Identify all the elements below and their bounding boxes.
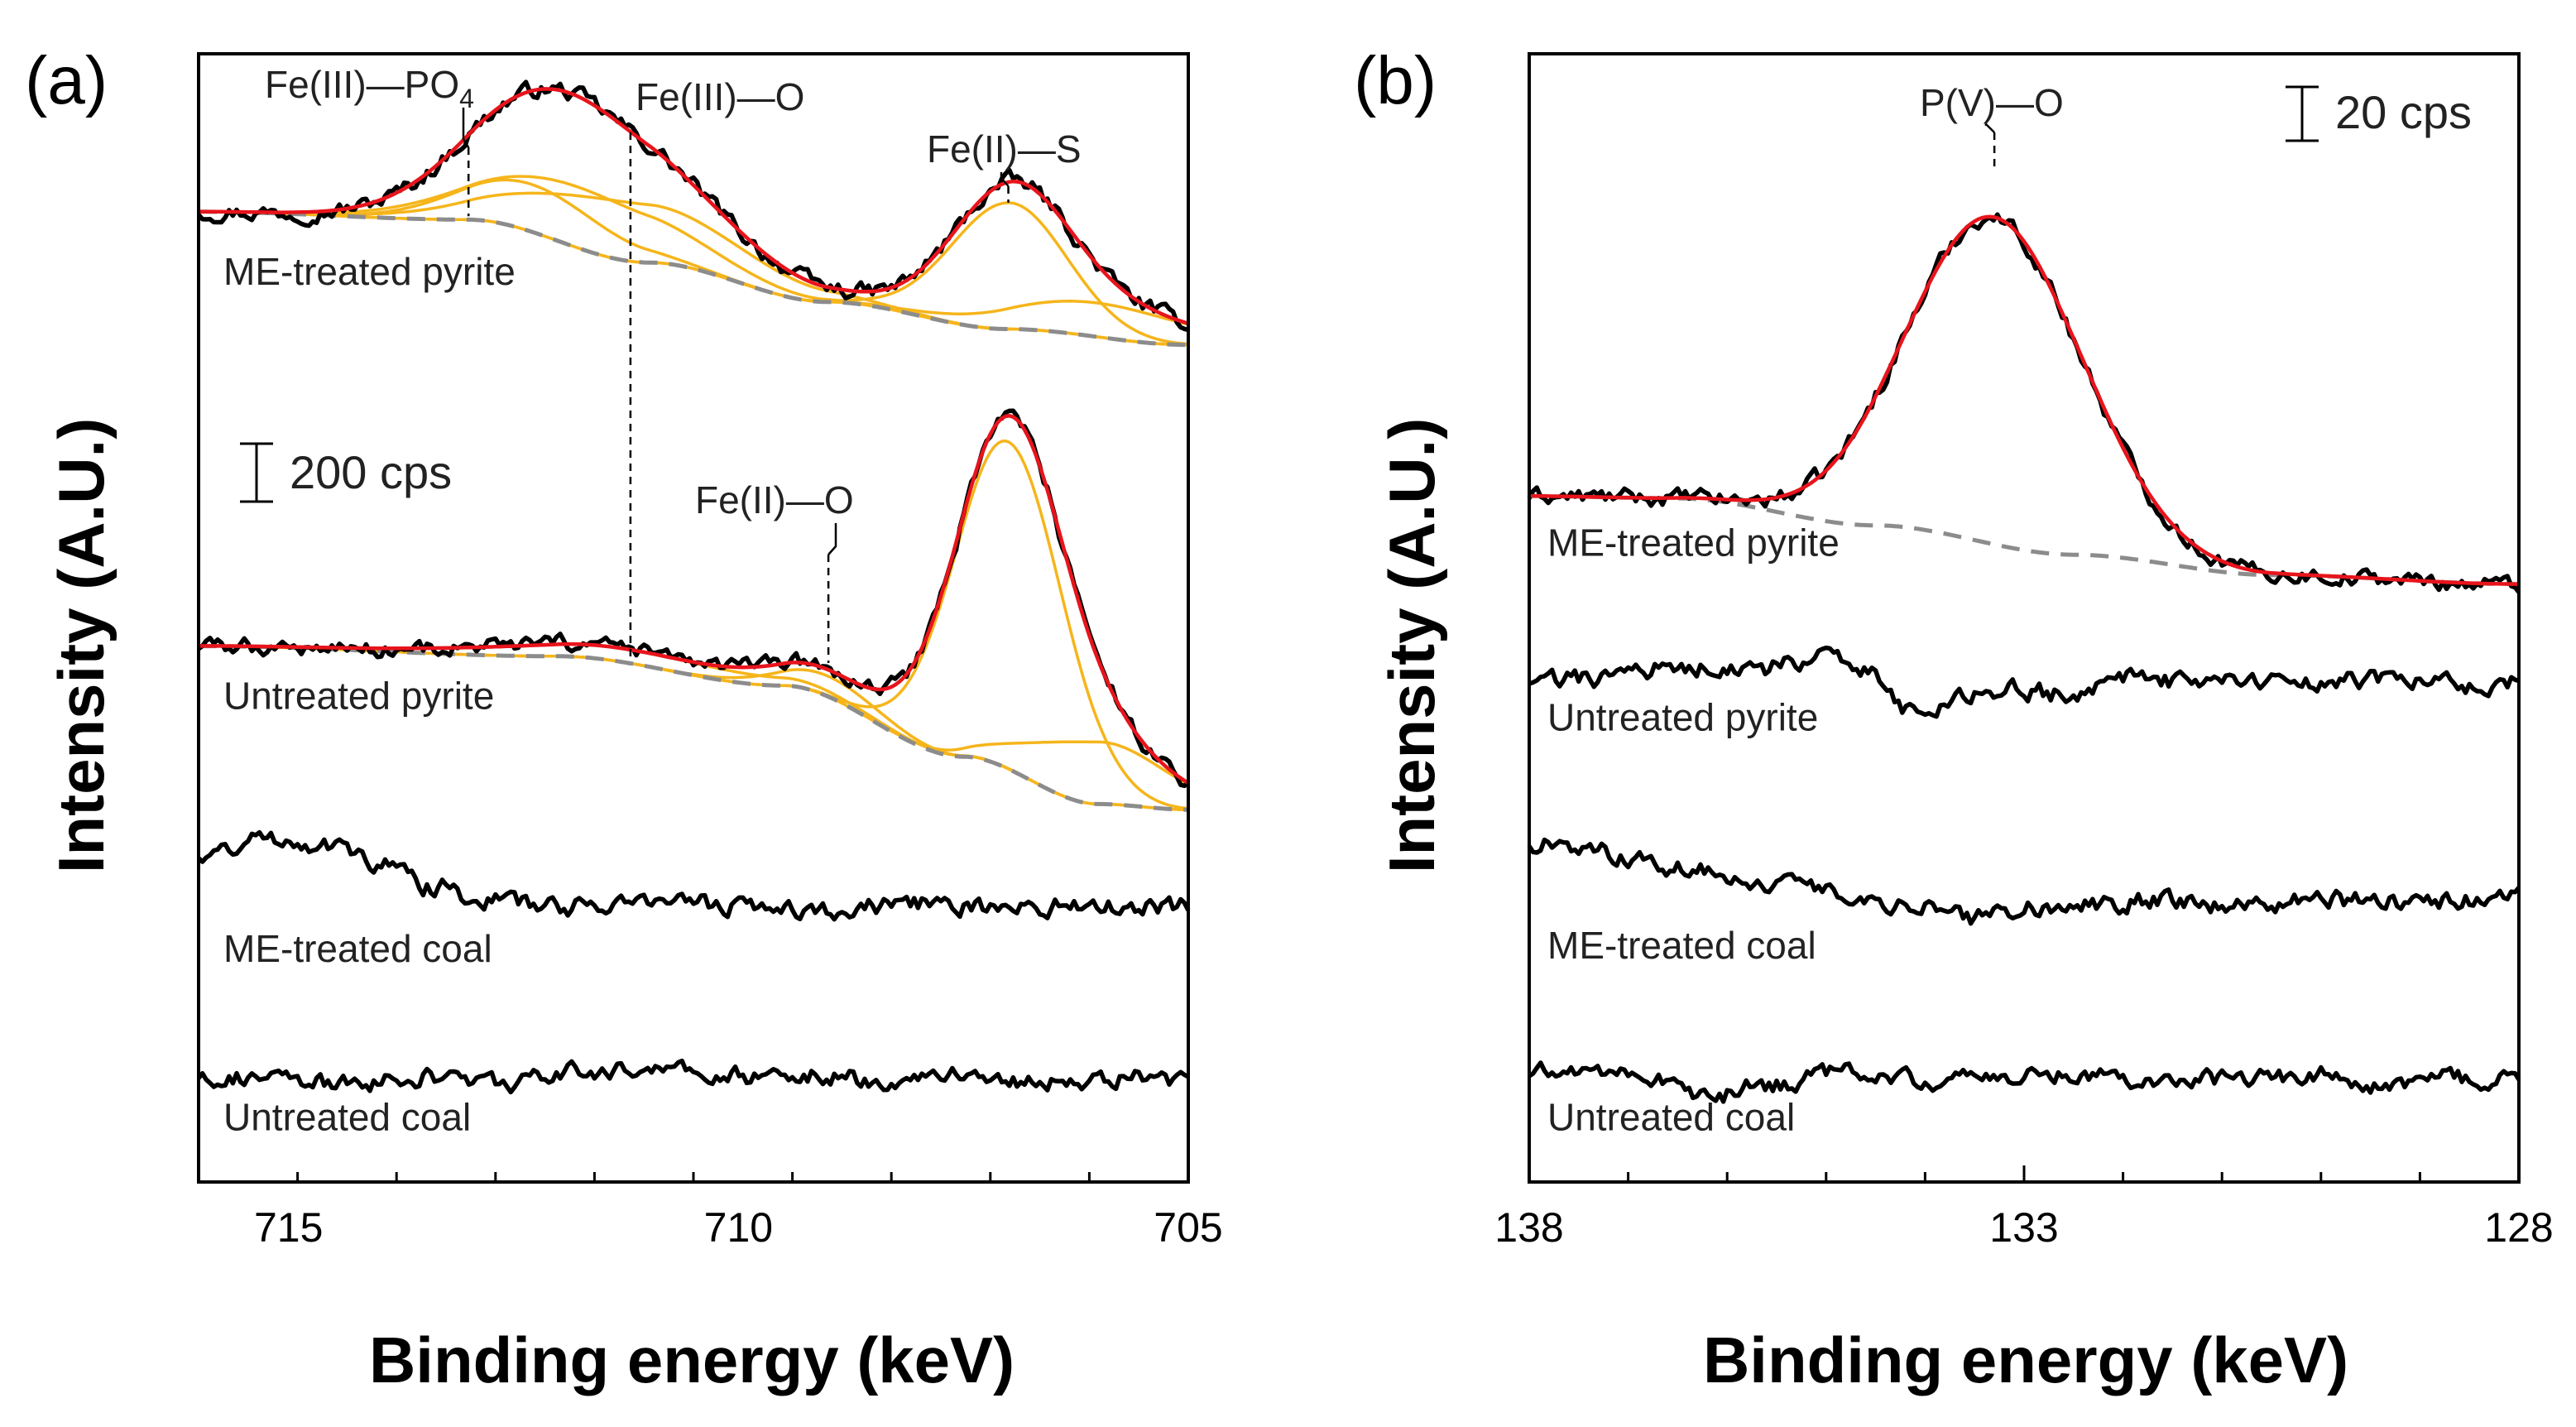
peak-fe-iii-o-a-label: Fe(III)—O xyxy=(636,75,804,118)
me-treated-coal-a-label: ME-treated coal xyxy=(223,927,492,970)
panel-a-plot-area: 715 710 705 ME-treated pyrite Untreated pyri… xyxy=(196,63,1223,1251)
me-treated-coal-b-raw-trace xyxy=(1527,837,2521,926)
panel-b-scale-bar-mark xyxy=(2286,85,2319,142)
peak-fe-ii-o-a-label: Fe(II)—O xyxy=(695,478,854,521)
panel-b-frame xyxy=(1528,52,2521,1184)
me-treated-pyrite-b-label: ME-treated pyrite xyxy=(1547,521,1840,564)
peak-fe-iii-po4-a-leader xyxy=(462,108,470,148)
untreated-coal-b-label: Untreated coal xyxy=(1547,1095,1795,1138)
x-tick-label-138: 138 xyxy=(1494,1204,1563,1251)
untreated-pyrite-b-label: Untreated pyrite xyxy=(1547,696,1818,739)
panel-a-scale-label: 200 cps xyxy=(290,446,452,498)
me-treated-pyrite-a-fit-envelope xyxy=(199,87,1189,325)
untreated-pyrite-a-label: Untreated pyrite xyxy=(223,675,494,718)
me-treated-pyrite-b-raw-trace xyxy=(1527,212,2521,594)
untreated-pyrite-a-background xyxy=(199,644,1188,812)
panel-b-xlabel: Binding energy (keV) xyxy=(1703,1324,2348,1396)
me-treated-coal-a-raw-trace xyxy=(197,829,1191,922)
panel-a-frame xyxy=(197,52,1190,1184)
x-tick-label-710: 710 xyxy=(704,1204,773,1251)
panel-b-plot-area: 138 133 128 ME-treated pyrite Untreated pyri… xyxy=(1494,81,2553,1251)
panel-b-scale-bar: 20 cps xyxy=(2286,85,2472,142)
panel-a-scale-bar-mark xyxy=(240,442,273,503)
me-treated-pyrite-a-label: ME-treated pyrite xyxy=(223,250,516,293)
x-tick-label-128: 128 xyxy=(2484,1204,2553,1251)
panel-a-xlabel: Binding energy (keV) xyxy=(369,1324,1015,1396)
panel-a-letter: (a) xyxy=(25,43,108,118)
untreated-pyrite-b-raw-trace xyxy=(1528,645,2520,719)
panel-a: (a) Intensity (A.U.) Binding energy (keV… xyxy=(25,43,1223,1396)
peak-fe-ii-s-a-label: Fe(II)—S xyxy=(927,127,1082,171)
peak-fe-ii-o-a-leader xyxy=(827,523,837,555)
panel-a-ylabel: Intensity (A.U.) xyxy=(45,418,118,873)
panel-b: (b) Intensity (A.U.) Binding energy (keV… xyxy=(1354,43,2554,1396)
untreated-pyrite-a-fit-envelope xyxy=(199,414,1190,785)
me-treated-pyrite-b-fit-envelope xyxy=(1529,214,2519,586)
panel-b-ylabel: Intensity (A.U.) xyxy=(1375,418,1448,873)
untreated-coal-a-label: Untreated coal xyxy=(223,1096,471,1139)
me-treated-pyrite-a-background xyxy=(199,209,1189,348)
x-tick-label-715: 715 xyxy=(254,1204,323,1251)
untreated-coal-b-raw-trace xyxy=(1528,1060,2521,1104)
x-tick-label-705: 705 xyxy=(1154,1204,1222,1251)
peak-p-v-o-b-leader xyxy=(1984,122,1995,133)
peak-fe-ii-s-a-leader xyxy=(1000,172,1010,187)
panel-b-scale-label: 20 cps xyxy=(2335,86,2472,138)
panel-b-letter: (b) xyxy=(1354,43,1437,118)
untreated-coal-a-raw-trace xyxy=(196,1058,1190,1095)
peak-p-v-o-b-label: P(V)—O xyxy=(1920,81,2064,124)
me-treated-coal-b-label: ME-treated coal xyxy=(1547,924,1816,967)
x-tick-label-133: 133 xyxy=(1989,1204,2058,1251)
panel-a-scale-bar: 200 cps xyxy=(240,442,452,503)
peak-fe-iii-po4-a-label: Fe(III)—PO4 xyxy=(265,63,474,113)
